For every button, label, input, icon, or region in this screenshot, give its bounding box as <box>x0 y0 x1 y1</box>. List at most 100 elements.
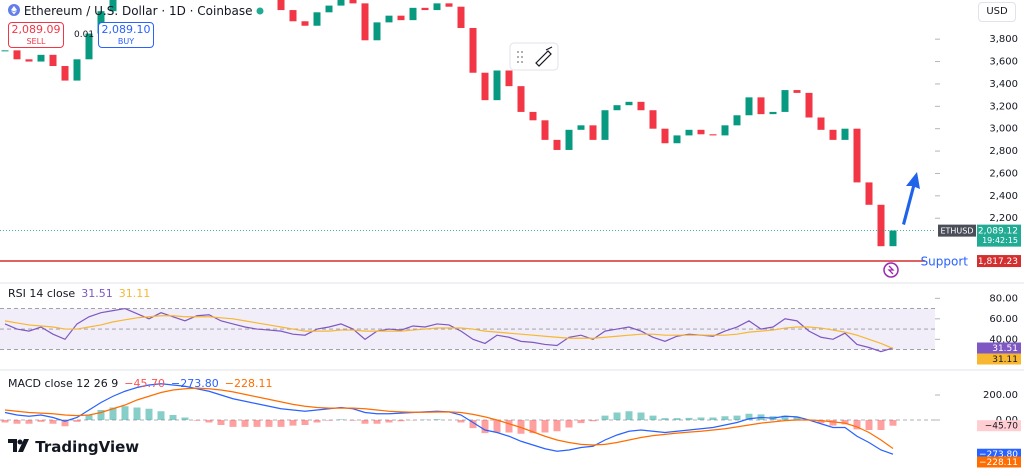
legend-value: 31.11 <box>119 287 151 300</box>
buy-price: 2,089.10 <box>101 23 151 36</box>
y-tick-label: 3,000 <box>989 124 1018 135</box>
countdown: 19:42:15 <box>982 236 1018 245</box>
candle <box>529 111 537 121</box>
last-value-label: 31.51 <box>992 344 1018 354</box>
candle <box>49 54 57 67</box>
candle <box>661 128 669 144</box>
logo-mark <box>8 439 29 452</box>
support-text: Support <box>921 255 969 269</box>
candle <box>637 101 645 111</box>
currency-select[interactable]: USD <box>978 2 1016 22</box>
histogram-bar <box>385 420 393 423</box>
histogram-bar <box>637 412 645 420</box>
buy-button[interactable]: 2,089.10 BUY <box>98 22 154 48</box>
histogram-bar <box>313 420 321 423</box>
histogram-bar <box>301 420 309 425</box>
last-value-label-bg <box>977 342 1021 354</box>
candle <box>361 3 369 41</box>
histogram-bar <box>649 415 657 420</box>
candle <box>853 128 861 183</box>
histogram-bar <box>37 420 45 422</box>
candle <box>25 59 33 62</box>
candle <box>469 27 477 73</box>
candle <box>445 3 453 7</box>
candle <box>301 21 309 26</box>
histogram-bar <box>709 417 717 420</box>
y-tick-label: 2,800 <box>989 146 1018 157</box>
histogram-bar <box>325 420 333 421</box>
candle <box>61 66 69 81</box>
pane-title-text: RSI 14 close <box>8 287 75 300</box>
sell-button[interactable]: 2,089.09 SELL <box>8 22 64 48</box>
histogram-bar <box>481 420 489 434</box>
last-value-label: −45.70 <box>985 422 1019 432</box>
histogram-bar <box>877 420 885 430</box>
histogram-bar <box>433 419 441 420</box>
histogram-bar <box>529 420 537 434</box>
symbol-tag: ETHUSD <box>940 227 973 236</box>
histogram-bar <box>781 415 789 420</box>
tradingview-logo: TradingView <box>8 438 139 456</box>
candle <box>109 0 117 12</box>
histogram-bar <box>217 420 225 425</box>
candle <box>865 182 873 205</box>
candle <box>505 70 513 87</box>
y-tick-label: 200.00 <box>983 390 1018 401</box>
candle <box>709 134 717 136</box>
histogram-bar <box>169 415 177 420</box>
candle <box>889 230 897 247</box>
y-tick-label: 3,800 <box>989 34 1018 45</box>
support-price: 1,817.23 <box>978 257 1018 267</box>
candle <box>313 12 321 26</box>
y-tick-label: 3,200 <box>989 101 1018 112</box>
histogram-bar <box>697 417 705 420</box>
spread: 0.01 <box>74 30 95 40</box>
candle <box>433 3 441 11</box>
histogram-bar <box>721 416 729 420</box>
pencil-tool[interactable] <box>509 42 559 71</box>
histogram-bar <box>373 420 381 424</box>
y-tick-label: 2,200 <box>989 213 1018 224</box>
buy-label: BUY <box>117 37 135 46</box>
histogram-bar <box>817 420 825 424</box>
candle <box>289 10 297 22</box>
legend-value: −228.11 <box>225 377 273 390</box>
candle <box>769 111 777 115</box>
candle <box>421 7 429 11</box>
histogram-bar <box>121 406 129 420</box>
candle <box>457 6 465 28</box>
candle <box>37 54 45 62</box>
candle <box>517 86 525 112</box>
candle <box>685 129 693 136</box>
histogram-bar <box>625 411 633 420</box>
candle <box>589 125 597 140</box>
symbol-tag-bg <box>938 224 976 237</box>
candle <box>337 0 345 6</box>
histogram-bar <box>865 420 873 430</box>
candle <box>877 204 885 247</box>
histogram-bar <box>241 420 249 427</box>
candle <box>553 139 561 150</box>
candle <box>793 90 801 93</box>
histogram-bar <box>109 407 117 420</box>
histogram-bar <box>541 420 549 433</box>
candle <box>73 59 81 81</box>
candle <box>373 22 381 41</box>
symbol-title: Ethereum / U.S. Dollar · 1D · Coinbase <box>23 4 253 18</box>
market-open-dot <box>256 7 264 15</box>
histogram-bar <box>493 420 501 433</box>
candle <box>397 15 405 21</box>
histogram-bar <box>397 420 405 422</box>
candle <box>841 128 849 140</box>
last-value-label-bg <box>977 448 1021 460</box>
candle <box>757 97 765 115</box>
candle <box>613 105 621 111</box>
histogram-bar <box>889 420 897 426</box>
candle <box>781 90 789 112</box>
candle <box>577 125 585 130</box>
histogram-bar <box>145 408 153 420</box>
candle <box>817 117 825 130</box>
last-price-bg <box>977 224 1021 247</box>
